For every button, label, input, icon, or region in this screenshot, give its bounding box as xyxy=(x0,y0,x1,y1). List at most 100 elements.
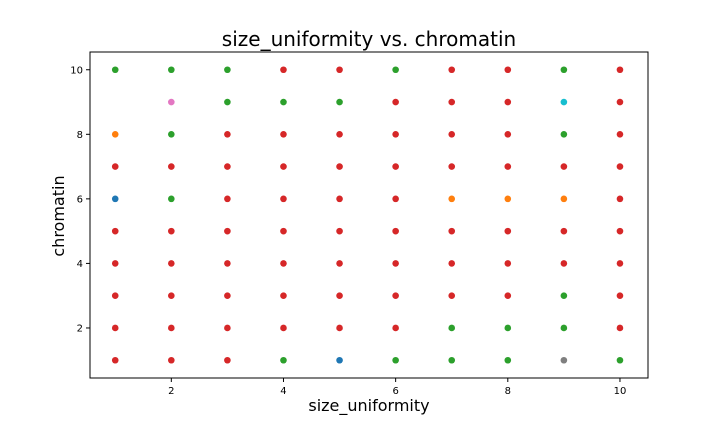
data-point xyxy=(111,356,119,364)
data-point xyxy=(280,195,287,203)
x-tick-label: 6 xyxy=(392,386,398,397)
data-point xyxy=(448,98,456,106)
data-point xyxy=(392,260,399,267)
data-point xyxy=(392,324,399,332)
data-point xyxy=(560,260,568,267)
data-point xyxy=(616,163,624,170)
data-point xyxy=(616,324,624,332)
data-point xyxy=(392,292,399,299)
data-point xyxy=(504,260,512,267)
x-tick-label: 8 xyxy=(505,386,511,397)
data-point xyxy=(392,131,399,138)
data-point xyxy=(336,98,343,106)
data-point xyxy=(448,292,456,299)
data-point xyxy=(336,195,343,203)
data-point xyxy=(504,98,512,106)
data-point xyxy=(560,163,568,170)
data-point xyxy=(280,131,287,138)
y-tick-label: 6 xyxy=(77,194,83,205)
data-point xyxy=(448,163,456,170)
data-point xyxy=(224,195,231,203)
data-point xyxy=(448,260,456,267)
data-point xyxy=(224,260,231,267)
y-tick-label: 4 xyxy=(77,259,83,270)
data-point xyxy=(336,66,343,74)
axis-ticks: 2 4 6 8 10 2 4 6 8 10 xyxy=(70,65,626,397)
data-point xyxy=(224,66,231,74)
data-point xyxy=(224,163,231,170)
data-point xyxy=(224,131,231,138)
data-point xyxy=(560,98,568,106)
data-point xyxy=(504,292,512,299)
data-point xyxy=(168,227,175,235)
data-point xyxy=(560,324,568,332)
data-point xyxy=(280,292,287,299)
data-point xyxy=(336,131,343,138)
data-point xyxy=(560,356,568,364)
data-point xyxy=(168,163,175,170)
data-point xyxy=(560,292,568,299)
data-point xyxy=(111,131,119,138)
data-point xyxy=(448,131,456,138)
data-point xyxy=(392,356,399,364)
data-point xyxy=(616,98,624,106)
data-point xyxy=(336,324,343,332)
data-point xyxy=(616,195,624,203)
data-point xyxy=(392,66,399,74)
data-point xyxy=(111,195,119,203)
data-point xyxy=(168,98,175,106)
data-point xyxy=(111,66,119,74)
data-point xyxy=(280,163,287,170)
data-point xyxy=(448,324,456,332)
data-point xyxy=(280,66,287,74)
data-point xyxy=(224,356,231,364)
data-point xyxy=(616,356,624,364)
y-tick-label: 2 xyxy=(77,323,83,334)
data-point xyxy=(168,131,175,138)
data-point xyxy=(392,98,399,106)
y-axis-label: chromatin xyxy=(49,175,68,256)
data-point xyxy=(448,227,456,235)
x-tick-label: 2 xyxy=(168,386,174,397)
x-tick-label: 4 xyxy=(280,386,286,397)
data-point xyxy=(504,227,512,235)
data-point xyxy=(224,292,231,299)
data-point xyxy=(392,227,399,235)
data-point xyxy=(504,131,512,138)
data-point xyxy=(168,195,175,203)
data-point xyxy=(616,260,624,267)
data-point xyxy=(111,260,119,267)
data-point xyxy=(336,292,343,299)
plot-area-frame xyxy=(89,51,649,379)
data-point xyxy=(336,163,343,170)
data-point xyxy=(111,324,119,332)
data-point xyxy=(560,227,568,235)
data-point xyxy=(560,66,568,74)
data-point xyxy=(448,356,456,364)
y-tick-label: 10 xyxy=(70,65,83,76)
data-point xyxy=(504,324,512,332)
data-point xyxy=(504,163,512,170)
data-point xyxy=(280,324,287,332)
data-point xyxy=(448,66,456,74)
data-point xyxy=(280,260,287,267)
data-point xyxy=(168,292,175,299)
data-point xyxy=(224,227,231,235)
data-point xyxy=(168,324,175,332)
chart-title: size_uniformity vs. chromatin xyxy=(222,27,516,51)
data-point xyxy=(392,163,399,170)
data-point xyxy=(336,356,343,364)
data-point xyxy=(560,195,568,203)
data-point xyxy=(111,292,119,299)
data-point xyxy=(224,324,231,332)
data-point xyxy=(616,66,624,74)
data-point xyxy=(504,356,512,364)
data-point xyxy=(504,66,512,74)
data-point xyxy=(280,98,287,106)
data-point xyxy=(111,163,119,170)
data-point xyxy=(168,356,175,364)
x-tick-label: 10 xyxy=(614,386,627,397)
data-point xyxy=(392,195,399,203)
